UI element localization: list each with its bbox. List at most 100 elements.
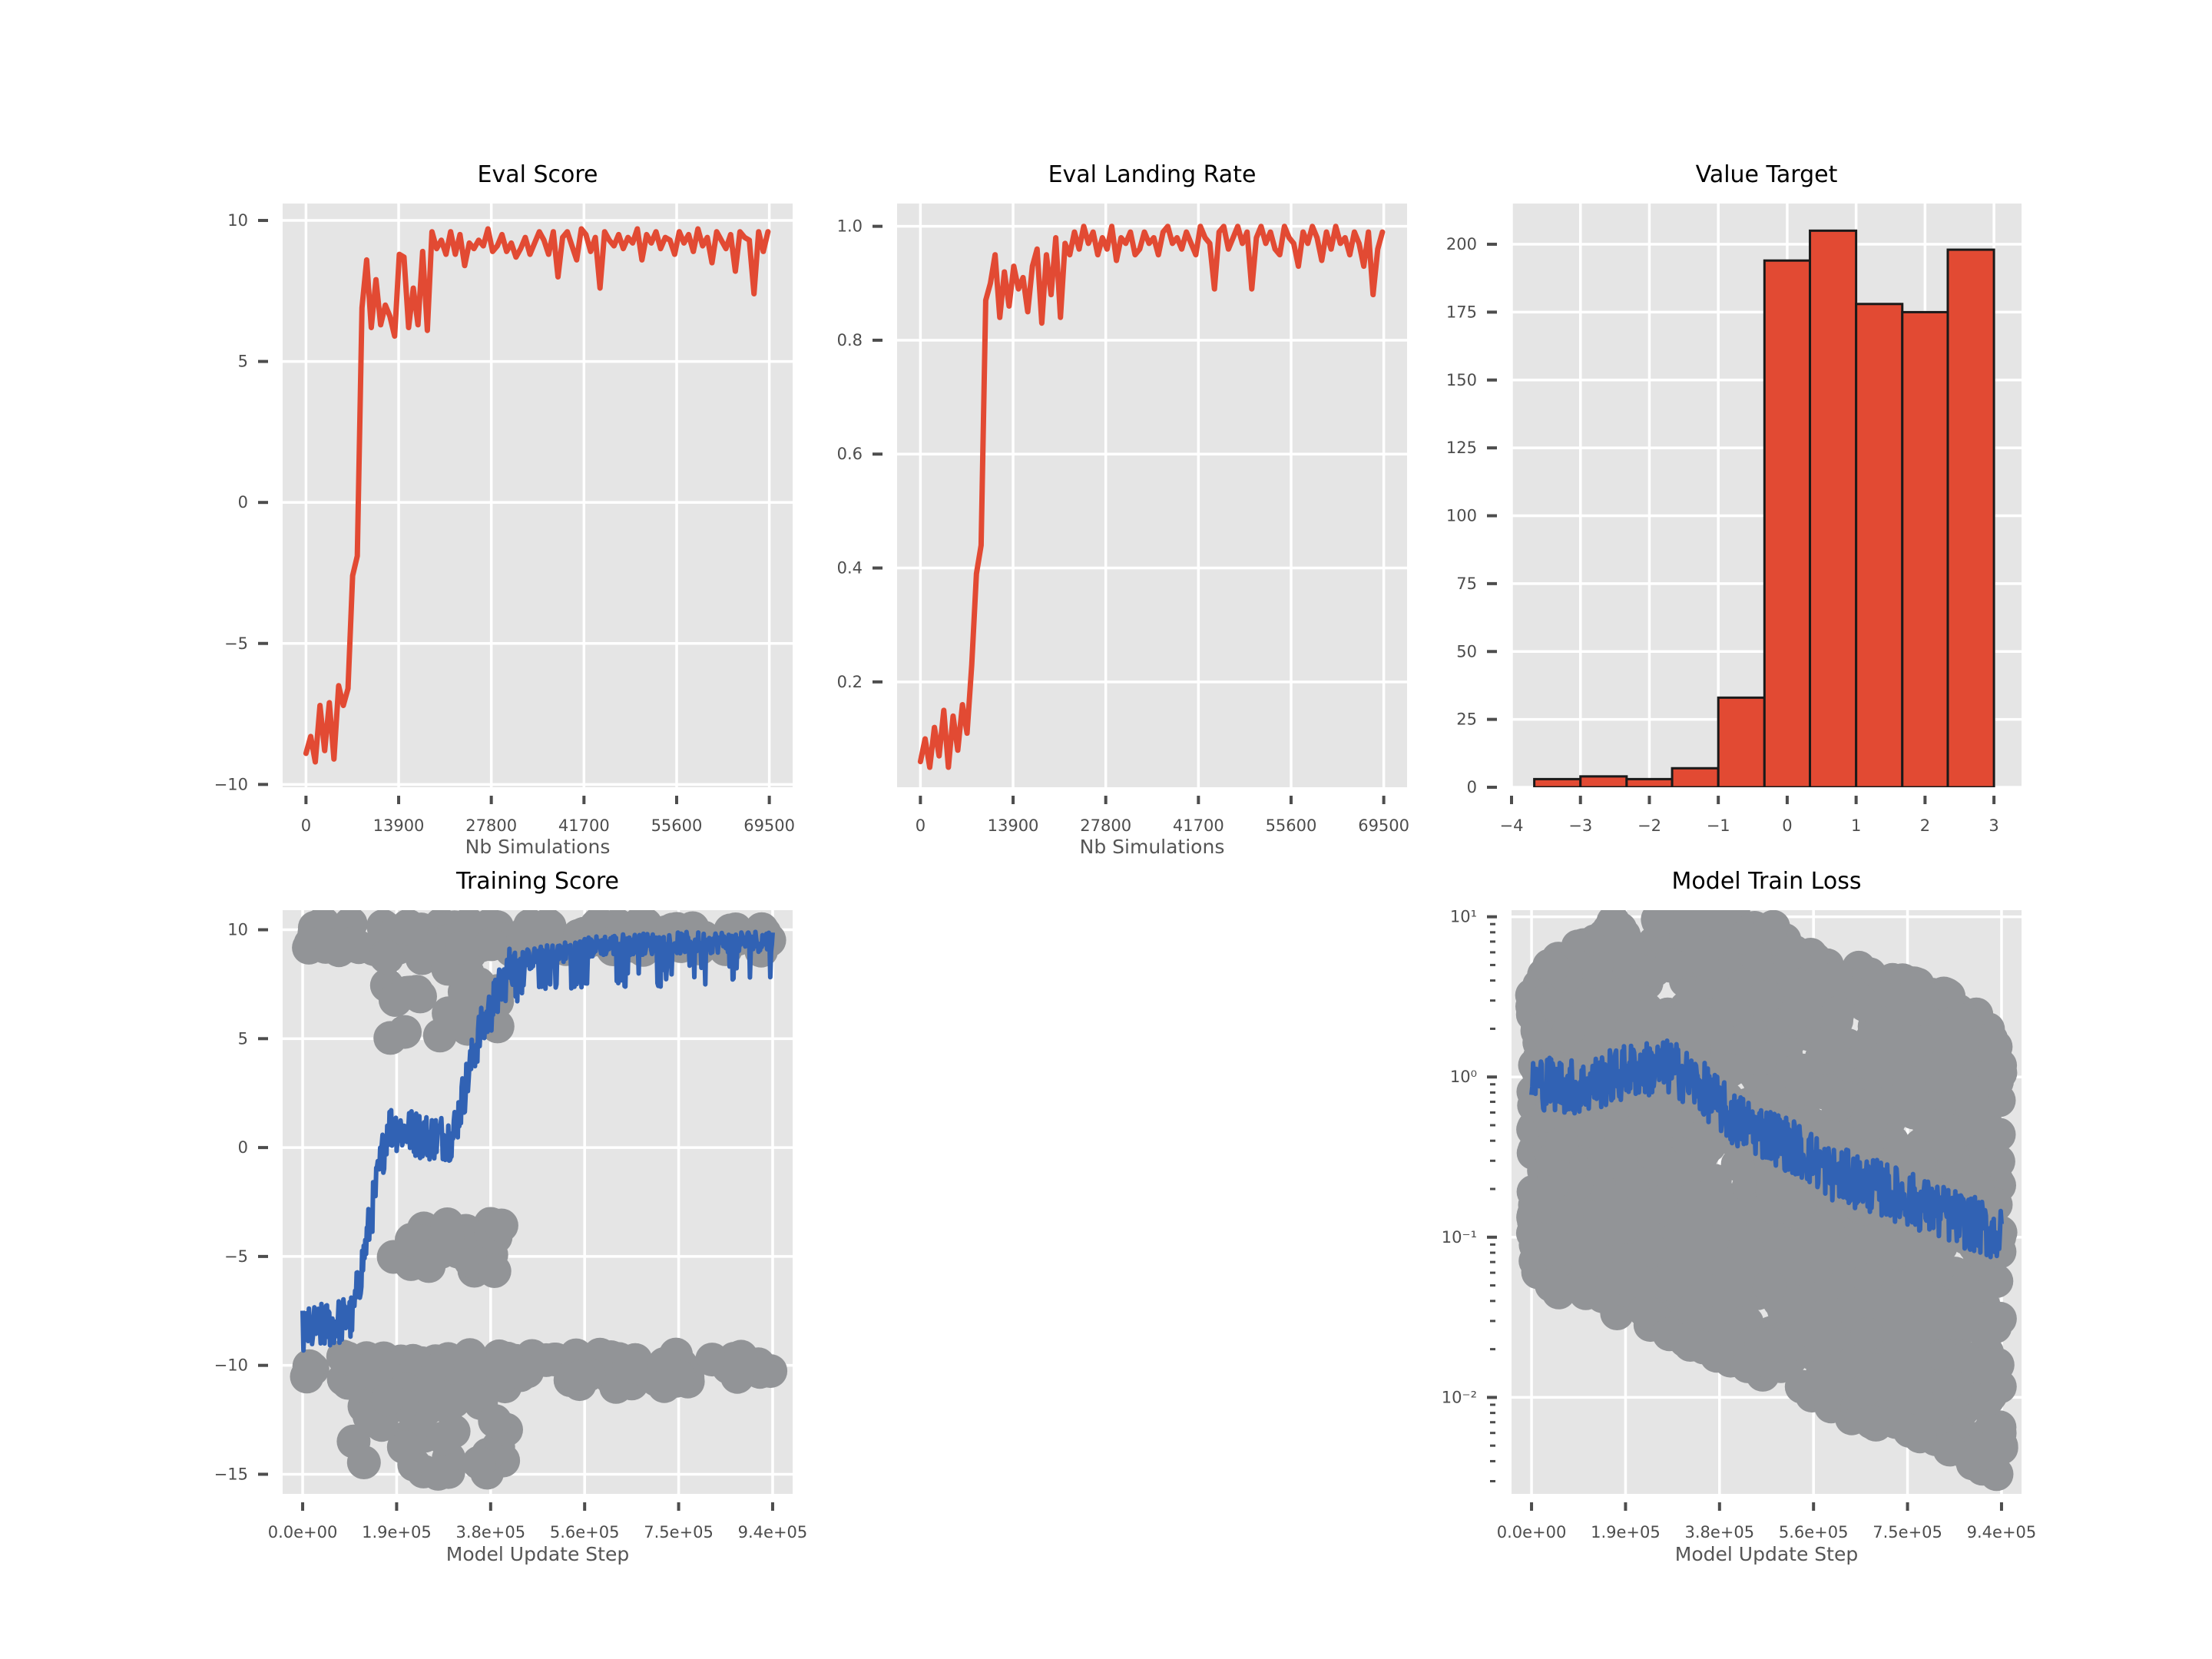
scatter-point — [614, 1349, 648, 1384]
scatter-point — [1984, 1431, 2018, 1465]
scatter-point — [1727, 920, 1762, 955]
scatter-point — [1658, 1154, 1693, 1188]
y-tick-label: 0.4 — [837, 559, 863, 578]
scatter-point — [1777, 935, 1812, 969]
axis-ticks: 0 13900 27800 41700 55600 69500 0.2 0.4 0.6 0.8 1.… — [837, 217, 1409, 835]
axis-ticks: 0.0e+00 1.9e+05 3.8e+05 5.6e+05 7.5e+05 9.4e+… — [1442, 908, 2037, 1541]
scatter-point — [437, 1384, 471, 1419]
y-tick-label: 0 — [1467, 778, 1477, 796]
scatter-point — [1912, 1108, 1946, 1142]
x-tick-label: 9.4e+05 — [1967, 1523, 2037, 1541]
training-score-panel: Training Score Model Update Step 0.0e+00… — [214, 868, 808, 1565]
scatter-point — [346, 1354, 381, 1388]
model-train-loss-panel: Model Train Loss Model Update Step 0.0e+… — [1442, 868, 2037, 1565]
model-train-loss-title: Model Train Loss — [1672, 868, 1862, 895]
x-tick-label: 0.0e+00 — [268, 1523, 338, 1541]
scatter-point — [1978, 1310, 2012, 1344]
scatter-point — [1730, 1233, 1765, 1268]
value-target-title: Value Target — [1696, 161, 1838, 188]
x-tick-label: 5.6e+05 — [1779, 1523, 1849, 1541]
scatter-point — [1527, 1223, 1561, 1257]
eval-score-title: Eval Score — [478, 161, 598, 188]
scatter-point — [1853, 1107, 1888, 1141]
y-tick-label: 10 — [227, 211, 248, 230]
x-tick-label: 5.6e+05 — [550, 1523, 620, 1541]
scatter-point — [1892, 1065, 1926, 1099]
x-tick-label: 1.9e+05 — [1591, 1523, 1661, 1541]
scatter-point — [445, 930, 479, 965]
scatter-point — [1926, 1338, 1960, 1373]
scatter-point — [724, 1339, 758, 1374]
y-tick-label: 0.6 — [837, 445, 863, 463]
scatter-point — [1743, 1041, 1778, 1076]
y-tick-label: 0 — [238, 493, 248, 512]
x-tick-label: 13900 — [373, 816, 425, 835]
scatter-point — [1895, 1144, 1929, 1177]
scatter-point — [395, 1223, 429, 1257]
scatter-point — [1654, 948, 1688, 982]
x-tick-label: 69500 — [743, 816, 795, 835]
scatter-point — [1931, 1131, 1965, 1165]
y-tick-label: 10⁻² — [1442, 1388, 1477, 1406]
scatter-point — [474, 927, 508, 962]
x-tick-label: 13900 — [988, 816, 1039, 835]
scatter-point — [394, 912, 429, 947]
scatter-point — [1850, 1317, 1885, 1352]
x-tick-label: −1 — [1707, 816, 1730, 835]
scatter-point — [1571, 1219, 1605, 1253]
histogram-bar — [1717, 696, 1766, 787]
histogram-bar — [1855, 303, 1904, 787]
scatter-point — [1753, 1269, 1787, 1303]
y-tick-label: 50 — [1456, 642, 1477, 661]
series-line — [917, 224, 1386, 770]
scatter-point — [1719, 1273, 1753, 1308]
scatter-point — [508, 916, 542, 950]
y-tick-label: 200 — [1446, 235, 1477, 253]
scatter-point — [427, 1231, 462, 1266]
axis-ticks: 0 13900 27800 41700 55600 69500 −10 −5 0 5 10 — [214, 211, 795, 835]
scatter-point — [1607, 1261, 1641, 1296]
y-tick-label: −15 — [214, 1465, 248, 1483]
histogram-bar — [1533, 777, 1582, 787]
eval-score-panel: Eval Score Nb Simulations 0 13900 27800 417… — [214, 161, 795, 858]
scatter-point — [1816, 1190, 1851, 1225]
scatter-point — [1960, 1142, 1995, 1177]
x-tick-label: 7.5e+05 — [1873, 1523, 1942, 1541]
scatter-points — [1515, 910, 2018, 1492]
x-tick-label: 0 — [301, 816, 311, 835]
y-tick-label: 150 — [1446, 371, 1477, 389]
scatter-point — [462, 1445, 496, 1480]
x-tick-label: 69500 — [1358, 816, 1409, 835]
scatter-point — [1545, 1126, 1579, 1161]
scatter-point — [1922, 1249, 1957, 1283]
y-tick-label: 100 — [1446, 507, 1477, 525]
x-tick-label: 3.8e+05 — [455, 1523, 525, 1541]
scatter-point — [1535, 1268, 1569, 1303]
scatter-point — [1818, 961, 1853, 995]
y-tick-label: −10 — [214, 775, 248, 793]
scatter-point — [1596, 978, 1631, 1012]
scatter-point — [369, 940, 404, 975]
x-tick-label: −4 — [1500, 816, 1524, 835]
y-tick-label: 75 — [1456, 575, 1477, 593]
histogram-bar — [1901, 310, 1949, 787]
scatter-point — [1747, 980, 1781, 1015]
plot-content — [290, 910, 788, 1491]
eval-landing-rate-panel: Eval Landing Rate Nb Simulations 0 13900 2… — [837, 161, 1409, 858]
x-tick-label: 0 — [916, 816, 926, 835]
scatter-point — [424, 1455, 459, 1489]
scatter-point — [1651, 1104, 1684, 1138]
scatter-point — [1959, 1171, 1994, 1205]
scatter-point — [478, 1404, 512, 1439]
scatter-point — [1796, 1217, 1831, 1251]
y-tick-label: 10⁰ — [1450, 1068, 1477, 1086]
scatter-point — [477, 1254, 512, 1288]
scatter-point — [1730, 1349, 1765, 1383]
scatter-point — [405, 941, 439, 975]
x-tick-label: 41700 — [1173, 816, 1224, 835]
scatter-point — [1781, 1191, 1816, 1225]
x-tick-label: 7.5e+05 — [644, 1523, 714, 1541]
histogram-bar — [1671, 767, 1720, 787]
plot-background — [897, 204, 1407, 787]
scatter-point — [1930, 1367, 1965, 1402]
